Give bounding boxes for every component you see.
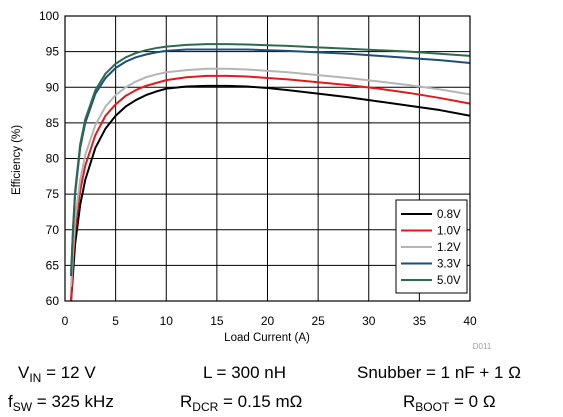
condition-rdcr: RDCR = 0.15 mΩ bbox=[180, 392, 302, 412]
rboot-value: = 0 Ω bbox=[449, 392, 495, 411]
legend-label: 5.0V bbox=[437, 275, 461, 287]
rboot-symbol: R bbox=[403, 392, 415, 411]
condition-vin: VIN = 12 V bbox=[18, 363, 96, 383]
x-tick-label: 5 bbox=[112, 314, 119, 328]
x-tick-label: 20 bbox=[261, 314, 275, 328]
rdcr-symbol: R bbox=[180, 392, 192, 411]
y-axis-label: Efficiency (%) bbox=[11, 125, 23, 195]
vin-symbol: V bbox=[18, 363, 29, 382]
x-tick-label: 40 bbox=[463, 314, 477, 328]
figure-id: D011 bbox=[473, 342, 492, 351]
x-tick-label: 25 bbox=[311, 314, 325, 328]
legend-label: 3.3V bbox=[437, 259, 461, 271]
y-tick-label: 95 bbox=[46, 45, 60, 59]
x-axis-label: Load Current (A) bbox=[224, 332, 310, 344]
rdcr-subscript: DCR bbox=[192, 400, 218, 414]
y-tick-label: 70 bbox=[46, 223, 60, 237]
legend-label: 1.2V bbox=[437, 242, 461, 254]
legend: 0.8V 1.0V 1.2V 3.3V 5.0V bbox=[396, 200, 467, 293]
fsw-value: = 325 kHz bbox=[32, 392, 114, 411]
condition-fsw: fSW = 325 kHz bbox=[8, 392, 114, 412]
condition-inductor: L = 300 nH bbox=[203, 363, 286, 383]
condition-snubber: Snubber = 1 nF + 1 Ω bbox=[357, 363, 521, 383]
y-tick-label: 90 bbox=[46, 80, 60, 94]
x-tick-label: 0 bbox=[62, 314, 69, 328]
rboot-subscript: BOOT bbox=[415, 400, 449, 414]
y-tick-label: 60 bbox=[46, 294, 60, 308]
vin-value: = 12 V bbox=[41, 363, 95, 382]
x-tick-label: 10 bbox=[160, 314, 174, 328]
y-tick-label: 80 bbox=[46, 152, 60, 166]
y-tick-label: 75 bbox=[46, 187, 60, 201]
condition-rboot: RBOOT = 0 Ω bbox=[403, 392, 496, 412]
legend-label: 0.8V bbox=[437, 209, 461, 221]
vin-subscript: IN bbox=[29, 371, 41, 385]
legend-label: 1.0V bbox=[437, 226, 461, 238]
y-tick-label: 85 bbox=[46, 116, 60, 130]
x-tick-label: 15 bbox=[210, 314, 224, 328]
y-tick-label: 65 bbox=[46, 258, 60, 272]
fsw-subscript: SW bbox=[13, 400, 32, 414]
x-tick-label: 30 bbox=[362, 314, 376, 328]
rdcr-value: = 0.15 mΩ bbox=[218, 392, 302, 411]
y-tick-label: 100 bbox=[39, 9, 59, 23]
x-tick-label: 35 bbox=[413, 314, 427, 328]
